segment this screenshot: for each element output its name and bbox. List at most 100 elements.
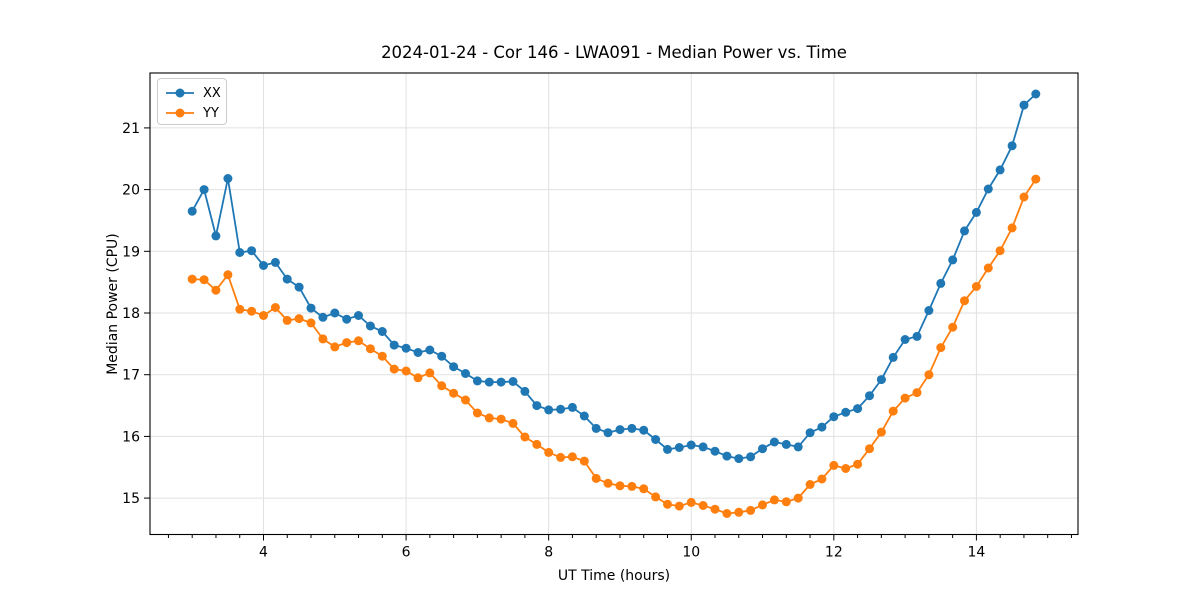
data-point [365,321,375,331]
data-point [330,308,340,318]
data-point [829,460,839,470]
data-point [199,185,209,195]
data-point [698,442,708,452]
data-point [924,370,934,380]
data-point [484,377,494,387]
data-point [401,343,411,353]
data-point [722,451,732,461]
data-point [651,492,661,502]
data-point [508,418,518,428]
data-point [294,314,304,324]
data-point [793,493,803,503]
data-point [223,174,233,183]
data-point [520,432,530,442]
data-point [876,427,886,437]
data-point [567,402,577,412]
y-tick-label: 20 [122,183,140,199]
data-point [710,446,720,456]
data-point [377,327,387,336]
data-point [603,478,613,488]
data-point [437,351,447,361]
data-point [306,318,316,328]
data-point [413,348,423,357]
data-point [354,336,363,346]
data-point [235,304,245,314]
y-tick-label: 19 [122,244,140,260]
data-point [960,226,969,236]
data-point [615,481,625,491]
x-axis-label: UT Time (hours) [557,568,671,584]
data-point [841,464,851,473]
data-point [734,507,744,517]
data-point [865,444,874,454]
data-point [187,206,197,216]
data-point [924,306,934,315]
grid [150,73,1078,535]
data-point [306,303,316,313]
data-point [425,345,435,355]
data-point [1031,89,1041,99]
data-point [686,440,696,450]
data-point [579,456,589,466]
data-point [461,369,470,378]
data-point [354,311,363,320]
data-point [888,406,898,416]
data-point [247,246,257,256]
data-point [484,413,494,423]
data-point [318,334,328,344]
series-yy [187,174,1041,518]
data-point [544,405,554,415]
data-point [639,484,649,494]
data-point [211,231,221,241]
y-axis-label: Median Power (CPU) [105,233,121,375]
data-point [282,315,292,325]
data-point [995,246,1005,256]
data-point [472,376,482,386]
data-point [971,282,981,291]
data-point [223,270,233,280]
data-point [461,395,470,405]
data-point [496,414,506,424]
data-point [294,282,304,292]
data-point [1019,100,1029,110]
legend-item-xx: XX [165,83,221,103]
series-xx-line [191,93,1037,460]
data-point [259,311,268,320]
data-point [615,425,625,435]
y-tick-label: 18 [122,306,140,322]
data-point [282,274,292,284]
data-point [651,435,661,444]
data-point [472,408,482,418]
data-point [995,165,1005,175]
data-point [841,407,851,417]
data-point [270,303,280,312]
series-xx [187,89,1041,464]
data-point [199,275,209,285]
x-tick-label: 4 [259,545,268,561]
data-point [936,278,946,288]
data-point [627,481,637,491]
data-point [900,393,910,403]
legend-label-xx: XX [203,85,221,101]
data-point [235,248,245,257]
data-point [556,404,566,414]
data-point [449,362,459,372]
legend-line-marker-xx [166,88,194,98]
legend-item-yy: YY [165,103,219,123]
data-point [758,500,767,510]
data-point [971,207,981,217]
data-point [983,263,993,273]
data-point [746,452,756,462]
data-point [781,497,791,507]
data-point [663,444,672,454]
data-point [769,437,779,447]
data-point [1007,223,1017,233]
data-point [496,377,506,387]
data-point [817,422,827,432]
data-point [389,364,399,374]
data-point [627,423,637,433]
data-point [1007,141,1017,151]
data-point [853,404,863,414]
data-point [948,255,958,265]
